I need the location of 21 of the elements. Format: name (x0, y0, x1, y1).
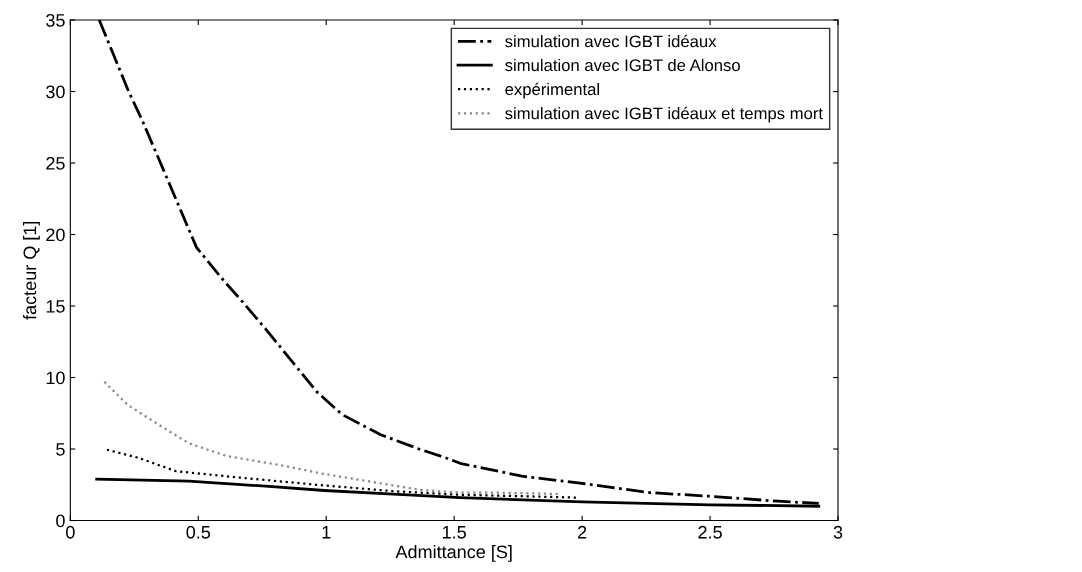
x-tick-label: 3 (833, 525, 843, 539)
x-tick-label: 2 (578, 525, 587, 539)
x-tick-label: 1 (322, 526, 331, 539)
x-axis-title: Admittance [S] (395, 544, 512, 562)
y-tick-label: 10 (46, 371, 65, 385)
legend-label: simulation avec IGBT idéaux et temps mort (505, 106, 823, 123)
legend-label: simulation avec IGBT idéaux (505, 34, 717, 48)
x-tick-label: 1.5 (443, 526, 466, 539)
y-tick-label: 30 (46, 85, 65, 99)
x-tick-label: 2.5 (698, 525, 722, 539)
x-tick-label: 0.5 (186, 525, 211, 539)
legend-label: expérimental (505, 82, 599, 99)
legend-label: simulation avec IGBT de Alonso (505, 58, 740, 72)
y-tick-label: 20 (46, 228, 65, 242)
y-tick-label: 35 (46, 13, 65, 27)
y-axis-title: facteur Q [1] (23, 221, 40, 320)
x-tick-label: 0 (66, 525, 75, 539)
y-tick-label: 0 (56, 514, 65, 528)
y-tick-label: 15 (46, 300, 65, 313)
y-tick-label: 25 (46, 156, 65, 170)
y-tick-label: 5 (56, 443, 65, 456)
